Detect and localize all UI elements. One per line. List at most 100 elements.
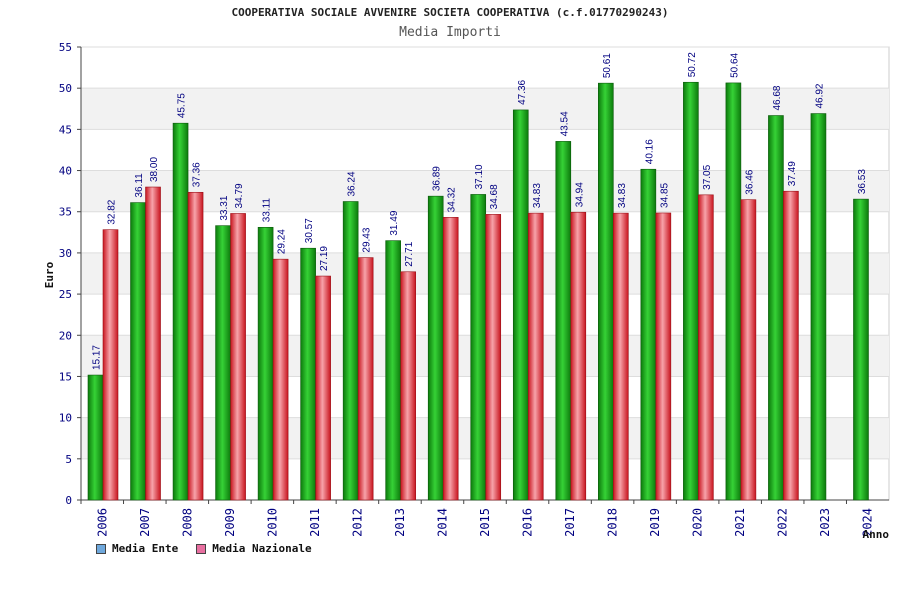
legend-swatch-media-ente (96, 543, 106, 554)
bar-media-nazionale (783, 190, 799, 501)
x-tick-label: 2009 (223, 508, 237, 537)
bar-media-ente (683, 81, 699, 501)
legend-item-media-nazionale: Media Nazionale (196, 542, 312, 555)
data-label-media-ente: 33.11 (262, 198, 273, 223)
x-tick-label: 2008 (180, 508, 194, 537)
legend-item-media-ente: Media Ente (96, 542, 178, 555)
chart-title: COOPERATIVA SOCIALE AVVENIRE SOCIETA COO… (231, 6, 669, 19)
bar-media-ente (385, 240, 401, 501)
bar-media-nazionale (442, 217, 459, 501)
bar-media-nazionale (485, 214, 502, 501)
data-label-media-nazionale: 34.79 (234, 183, 245, 208)
x-tick-label: 2006 (95, 508, 109, 537)
data-label-media-ente: 31.49 (389, 210, 400, 235)
y-tick-label: 15 (59, 370, 72, 383)
x-tick-label: 2020 (691, 508, 705, 537)
y-axis-title: Euro (43, 261, 56, 288)
bar-media-ente (810, 113, 827, 501)
data-label-media-ente: 36.53 (857, 169, 868, 194)
y-tick-label: 40 (59, 165, 72, 178)
data-label-media-ente: 36.24 (347, 171, 358, 196)
y-tick-label: 30 (59, 247, 72, 260)
data-label-media-nazionale: 34.83 (532, 183, 543, 208)
data-label-media-nazionale: 36.46 (744, 169, 755, 194)
data-label-media-ente: 37.10 (474, 164, 485, 189)
bar-media-nazionale (145, 186, 161, 501)
x-tick-label: 2007 (138, 508, 152, 537)
x-tick-label: 2022 (776, 508, 790, 537)
x-axis-title: Anno (863, 528, 890, 541)
bar-media-nazionale (272, 258, 289, 501)
bar-media-ente (342, 201, 359, 501)
bar-media-ente (257, 226, 274, 501)
bar-media-nazionale (102, 229, 119, 501)
grid-band (81, 88, 889, 130)
y-tick-label: 55 (59, 41, 72, 54)
bar-media-ente (215, 225, 231, 501)
bar-media-ente (853, 198, 869, 501)
bar-media-nazionale (400, 271, 416, 501)
bar-media-ente (300, 247, 316, 501)
x-tick-label: 2010 (265, 508, 279, 537)
y-tick-label: 50 (59, 82, 72, 95)
y-tick-label: 0 (65, 494, 72, 507)
x-tick-label: 2023 (818, 508, 832, 537)
y-tick-label: 5 (65, 453, 72, 466)
data-label-media-ente: 47.36 (517, 79, 528, 104)
data-label-media-ente: 46.92 (814, 83, 825, 108)
y-tick-label: 25 (59, 288, 72, 301)
data-label-media-nazionale: 29.43 (362, 227, 373, 252)
bar-media-ente (512, 109, 529, 501)
bar-media-nazionale (570, 211, 587, 501)
bar-media-ente (470, 194, 487, 501)
data-label-media-nazionale: 37.05 (702, 164, 713, 189)
bar-media-nazionale (527, 212, 544, 501)
bar-media-ente (555, 141, 572, 501)
data-label-media-nazionale: 34.32 (447, 187, 458, 212)
bar-media-ente (427, 195, 444, 501)
data-label-media-ente: 15.17 (92, 345, 103, 370)
bar-media-ente (768, 115, 784, 501)
data-label-media-nazionale: 32.82 (107, 199, 118, 224)
data-label-media-ente: 46.68 (772, 85, 783, 110)
data-label-media-nazionale: 34.68 (489, 184, 500, 209)
x-tick-label: 2015 (478, 508, 492, 537)
x-tick-label: 2016 (521, 508, 535, 537)
data-label-media-ente: 30.57 (304, 218, 315, 243)
legend-label-media-nazionale: Media Nazionale (212, 542, 312, 555)
legend-label-media-ente: Media Ente (112, 542, 179, 555)
bar-media-ente (130, 202, 146, 501)
bar-media-ente (172, 122, 189, 501)
x-tick-label: 2018 (606, 508, 620, 537)
data-label-media-nazionale: 34.83 (617, 183, 628, 208)
bar-media-nazionale (230, 213, 246, 501)
bar-media-nazionale (655, 212, 672, 501)
data-label-media-nazionale: 34.85 (659, 182, 670, 207)
x-tick-label: 2021 (733, 508, 747, 537)
bar-media-nazionale (315, 275, 331, 501)
data-label-media-nazionale: 38.00 (149, 157, 160, 182)
bar-media-ente (725, 82, 742, 501)
data-label-media-nazionale: 37.36 (192, 162, 203, 187)
x-tick-label: 2019 (648, 508, 662, 537)
data-label-media-nazionale: 27.71 (404, 241, 415, 266)
y-tick-label: 20 (59, 329, 72, 342)
data-label-media-ente: 40.16 (644, 139, 655, 164)
data-label-media-nazionale: 34.94 (574, 182, 585, 207)
legend-swatch-media-nazionale (196, 543, 207, 554)
y-tick-label: 10 (59, 412, 72, 425)
bar-media-nazionale (698, 194, 714, 501)
data-label-media-ente: 45.75 (177, 93, 188, 118)
x-tick-label: 2011 (308, 508, 322, 537)
data-label-media-nazionale: 37.49 (787, 161, 798, 186)
x-tick-label: 2017 (563, 508, 577, 537)
data-label-media-ente: 43.54 (559, 111, 570, 136)
x-tick-label: 2024 (861, 508, 875, 537)
bar-media-nazionale (613, 212, 629, 501)
data-label-media-ente: 33.31 (219, 195, 230, 220)
bar-media-nazionale (357, 257, 374, 501)
bar-media-ente (87, 374, 104, 501)
y-tick-label: 45 (59, 123, 72, 136)
data-label-media-ente: 36.89 (432, 166, 443, 191)
